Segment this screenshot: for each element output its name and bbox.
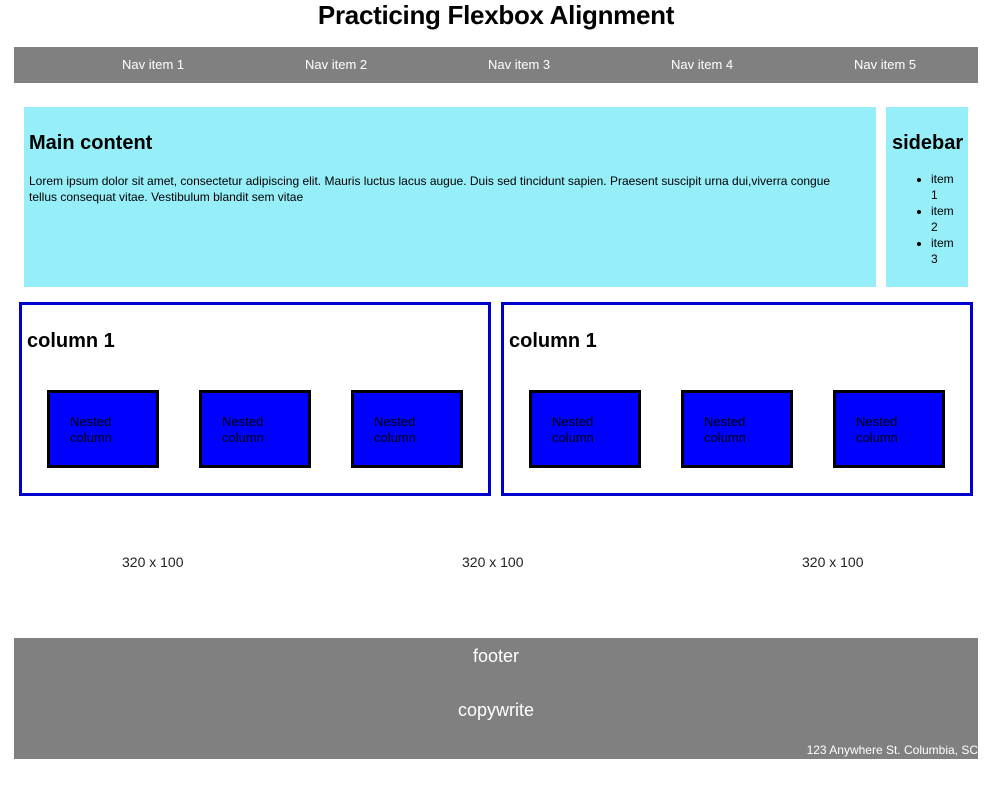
sidebar-list-item: item 2 [931, 203, 962, 235]
sidebar: sidebar item 1 item 2 item 3 [886, 107, 968, 287]
image-placeholder: 320 x 100 [802, 554, 864, 570]
nav-item-5[interactable]: Nav item 5 [854, 57, 917, 72]
nested-column: Nested column [681, 390, 793, 468]
footer-copyright: copywrite [457, 700, 535, 720]
nav-item-3[interactable]: Nav item 3 [488, 57, 551, 72]
nav-bar: Nav item 1 Nav item 2 Nav item 3 Nav ite… [14, 47, 978, 83]
nested-column: Nested column [351, 390, 463, 468]
main-content-text: Lorem ipsum dolor sit amet, consectetur … [29, 174, 831, 204]
nav-item-1[interactable]: Nav item 1 [122, 57, 185, 72]
sidebar-heading: sidebar [892, 132, 964, 154]
sidebar-list-item: item 3 [931, 235, 962, 267]
image-placeholder: 320 x 100 [122, 554, 184, 570]
column-box-left: column 1 Nested column Nested column Nes… [19, 302, 491, 496]
footer: footer copywrite 123 Anywhere St. Columb… [14, 638, 978, 759]
nested-column: Nested column [199, 390, 311, 468]
footer-address: 123 Anywhere St. Columbia, SC [806, 743, 978, 757]
column-box-right: column 1 Nested column Nested column Nes… [501, 302, 973, 496]
main-content-heading: Main content [29, 132, 153, 154]
column-heading: column 1 [27, 330, 115, 352]
column-heading: column 1 [509, 330, 597, 352]
image-placeholder: 320 x 100 [462, 554, 524, 570]
nav-item-4[interactable]: Nav item 4 [671, 57, 734, 72]
nested-column: Nested column [47, 390, 159, 468]
nested-column: Nested column [833, 390, 945, 468]
page-title: Practicing Flexbox Alignment [317, 0, 675, 30]
sidebar-list: item 1 item 2 item 3 [892, 171, 962, 267]
main-content: Main content Lorem ipsum dolor sit amet,… [24, 107, 876, 287]
footer-title: footer [472, 646, 520, 666]
sidebar-list-item: item 1 [931, 171, 962, 203]
nav-item-2[interactable]: Nav item 2 [305, 57, 368, 72]
nested-column: Nested column [529, 390, 641, 468]
